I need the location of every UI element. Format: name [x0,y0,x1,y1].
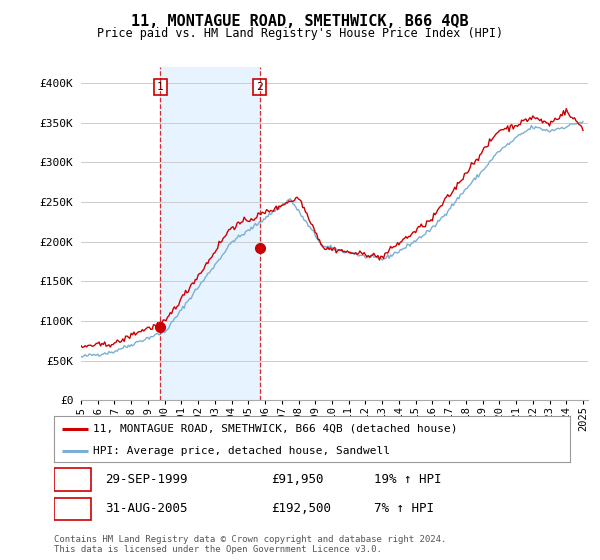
Text: Price paid vs. HM Land Registry's House Price Index (HPI): Price paid vs. HM Land Registry's House … [97,27,503,40]
Text: 2: 2 [69,502,76,515]
Text: 1: 1 [157,82,164,92]
Text: HPI: Average price, detached house, Sandwell: HPI: Average price, detached house, Sand… [92,446,390,455]
Text: 1: 1 [69,473,76,486]
FancyBboxPatch shape [54,498,91,520]
FancyBboxPatch shape [54,468,91,491]
Text: £91,950: £91,950 [271,473,323,486]
Bar [160,67,260,400]
Text: £192,500: £192,500 [271,502,331,515]
Text: 31-AUG-2005: 31-AUG-2005 [106,502,188,515]
Text: 11, MONTAGUE ROAD, SMETHWICK, B66 4QB: 11, MONTAGUE ROAD, SMETHWICK, B66 4QB [131,14,469,29]
Text: 19% ↑ HPI: 19% ↑ HPI [374,473,442,486]
Text: 29-SEP-1999: 29-SEP-1999 [106,473,188,486]
Text: Contains HM Land Registry data © Crown copyright and database right 2024.
This d: Contains HM Land Registry data © Crown c… [54,535,446,554]
Text: 2: 2 [256,82,263,92]
Text: 7% ↑ HPI: 7% ↑ HPI [374,502,434,515]
Text: 11, MONTAGUE ROAD, SMETHWICK, B66 4QB (detached house): 11, MONTAGUE ROAD, SMETHWICK, B66 4QB (d… [92,424,457,434]
